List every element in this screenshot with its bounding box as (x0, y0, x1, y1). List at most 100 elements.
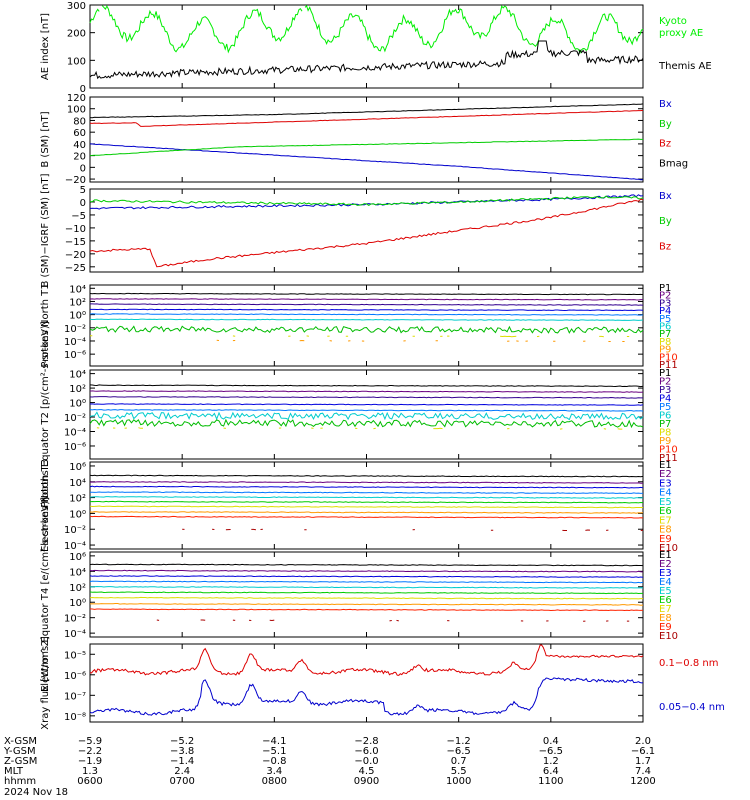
ytick-label-ee: 10² (69, 583, 86, 594)
ytick-label-pe: 10² (69, 384, 86, 395)
legend-pn-P2: P2 (659, 291, 671, 302)
series-line-ae-Kyoto proxy AE (89, 4, 644, 54)
series-line-ae-Themis AE (89, 40, 644, 80)
series-line-pn-P4 (90, 308, 644, 312)
series-line-ee-E10 (157, 620, 636, 621)
ytick-label-ee: 10⁴ (69, 567, 86, 578)
legend-en-E3: E3 (659, 478, 672, 489)
ephemeris-value-X-GSM: 0.4 (543, 736, 559, 747)
ytick-label-ae: 100 (67, 56, 86, 67)
ephemeris-label-Y-GSM: Y-GSM (3, 746, 36, 757)
ytick-label-xray: 10⁻⁸ (64, 712, 86, 723)
legend-ee-E1: E1 (659, 550, 672, 561)
ytick-label-pe: 10⁻⁴ (64, 428, 86, 439)
ytick-label-pe: 10⁻⁶ (64, 442, 86, 453)
ephemeris-value-X-GSM: −1.2 (447, 736, 471, 747)
series-line-ee-E2 (89, 569, 644, 573)
series-line-ee-E3 (89, 575, 644, 578)
ephemeris-label-X-GSM: X-GSM (4, 736, 37, 747)
legend-xray-short: 0.05−0.4 nm (659, 702, 725, 713)
panel-frame-en (89, 461, 644, 550)
ytick-label-bigrf: −10 (65, 224, 86, 235)
legend-bsm-Bx: Bx (659, 99, 672, 110)
ephemeris-value-Y-GSM: −6.5 (539, 746, 563, 757)
legend-themis: Themis AE (658, 61, 712, 72)
ytick-label-pe: 10⁰ (69, 399, 86, 410)
ytick-label-ae: 200 (67, 29, 86, 40)
ytick-label-ee: 10⁰ (69, 598, 86, 609)
xtick-label: 1000 (446, 776, 471, 787)
ytick-label-bsm: 100 (67, 105, 86, 116)
panel-frame-pe (89, 369, 644, 460)
series-line-pe-P3 (89, 396, 643, 399)
ephemeris-label-MLT: MLT (4, 766, 24, 777)
series-line-bsm-By (89, 138, 643, 156)
ylabel-en: Electrons North T3 (40, 459, 51, 552)
ylabel-xray: Xray flux [W/m^2] (40, 636, 51, 730)
legend-pn-P7: P7 (659, 329, 671, 340)
ytick-label-bsm: 20 (73, 152, 86, 163)
ephemeris-value-MLT: 3.4 (266, 766, 282, 777)
ephemeris-value-MLT: 5.5 (451, 766, 467, 777)
legend-ee-E4: E4 (659, 577, 672, 588)
xtick-label: 1100 (538, 776, 563, 787)
legend-bigrf-Bx: Bx (659, 191, 672, 202)
legend-en-E2: E2 (659, 469, 672, 480)
legend-ee-E5: E5 (659, 586, 672, 597)
ytick-label-pn: 10⁴ (69, 284, 86, 295)
legend-pe-P7: P7 (659, 419, 671, 430)
ephemeris-value-Y-GSM: −5.1 (262, 746, 286, 757)
ylabel-ee: Electrons Equator T4 [e/(cm²-s-sr-keV)] (40, 497, 51, 692)
ytick-label-ae: 300 (67, 1, 86, 12)
legend-bsm-Bz: Bz (659, 139, 671, 150)
series-line-pe-P1 (89, 384, 644, 388)
series-line-pn-P9 (216, 339, 625, 342)
ytick-label-xray: 10⁻⁵ (64, 650, 86, 661)
ytick-label-pn: 10² (69, 297, 86, 308)
ytick-label-ee: 10⁻⁴ (64, 629, 86, 640)
xtick-label: 1200 (630, 776, 655, 787)
legend-pe-P6: P6 (659, 411, 671, 422)
xtick-label: 0700 (169, 776, 194, 787)
legend-en-E6: E6 (659, 506, 672, 517)
series-line-en-E3 (89, 485, 644, 489)
ephemeris-value-MLT: 4.5 (359, 766, 375, 777)
legend-ee-E10: E10 (659, 631, 678, 642)
ytick-label-xray: 10⁻⁷ (64, 691, 86, 702)
legend-pn-P10: P10 (659, 352, 678, 363)
ephemeris-value-MLT: 1.3 (82, 766, 98, 777)
series-line-pe-P2 (89, 390, 644, 393)
series-line-en-E10 (182, 528, 644, 532)
legend-pn-P11: P11 (659, 360, 678, 371)
legend-pn-P1: P1 (659, 283, 671, 294)
ytick-label-en: 10⁴ (69, 478, 86, 489)
ephemeris-value-X-GSM: 2.0 (635, 736, 651, 747)
series-line-ee-E6 (89, 591, 643, 595)
legend-en-E10: E10 (659, 543, 678, 554)
date-label: 2024 Nov 18 (4, 787, 68, 798)
xtick-label: 0900 (354, 776, 379, 787)
ephemeris-value-X-GSM: −5.2 (170, 736, 194, 747)
legend-en-E1: E1 (659, 460, 672, 471)
ephemeris-value-X-GSM: −5.9 (78, 736, 102, 747)
series-line-en-E6 (89, 500, 644, 504)
legend-pn-P6: P6 (659, 322, 671, 333)
legend-pe-P2: P2 (659, 377, 671, 388)
legend-bigrf-By: By (659, 216, 672, 227)
ytick-label-en: 10⁰ (69, 509, 86, 520)
ytick-label-pe: 10⁴ (69, 370, 86, 381)
series-line-pe-P8 (97, 428, 641, 429)
series-line-ee-E4 (89, 580, 644, 584)
ytick-label-bigrf: 5 (80, 185, 86, 196)
ytick-label-bsm: −20 (65, 175, 86, 186)
ephemeris-value-Y-GSM: −6.0 (354, 746, 378, 757)
ytick-label-pe: 10⁻² (64, 413, 86, 424)
ephemeris-value-X-GSM: −2.8 (354, 736, 378, 747)
ytick-label-ae: 0 (80, 84, 86, 95)
series-line-xray-0.05−0.4 nm (89, 677, 644, 716)
legend-ee-E8: E8 (659, 613, 672, 624)
ephemeris-value-Z-GSM: −0.0 (354, 756, 378, 767)
ytick-label-en: 10⁶ (69, 462, 86, 473)
legend-en-E9: E9 (659, 534, 672, 545)
